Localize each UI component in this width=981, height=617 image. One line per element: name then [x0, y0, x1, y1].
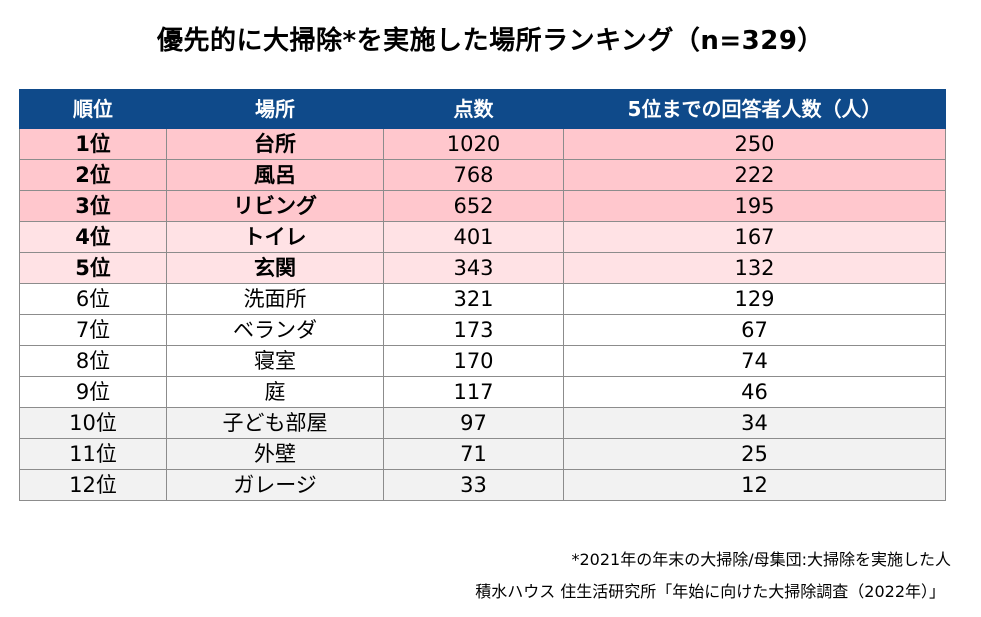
cell-rank: 3位	[19, 190, 167, 222]
cell-score: 652	[383, 190, 564, 222]
table-row: 11位 外壁 71 25	[19, 438, 946, 470]
cell-respondents: 132	[563, 252, 946, 284]
cell-score: 1020	[383, 128, 564, 160]
cell-score: 33	[383, 469, 564, 501]
cell-rank: 12位	[19, 469, 167, 501]
cell-respondents: 46	[563, 376, 946, 408]
table-header-row: 順位 場所 点数 5位までの回答者人数（人）	[19, 89, 946, 129]
cell-place: トイレ	[166, 221, 384, 253]
cell-score: 97	[383, 407, 564, 439]
table-row: 5位 玄関 343 132	[19, 252, 946, 284]
ranking-table: 順位 場所 点数 5位までの回答者人数（人） 1位 台所 1020 250 2位 風呂 76…	[19, 89, 946, 501]
table-row: 10位 子ども部屋 97 34	[19, 407, 946, 439]
cell-place: ガレージ	[166, 469, 384, 501]
cell-respondents: 67	[563, 314, 946, 346]
cell-place: 玄関	[166, 252, 384, 284]
cell-respondents: 12	[563, 469, 946, 501]
source-note: 積水ハウス 住生活研究所「年始に向けた大掃除調査（2022年）」	[475, 582, 945, 601]
cell-rank: 4位	[19, 221, 167, 253]
header-rank: 順位	[19, 89, 167, 129]
cell-place: 庭	[166, 376, 384, 408]
cell-rank: 6位	[19, 283, 167, 315]
cell-respondents: 167	[563, 221, 946, 253]
table-row: 3位 リビング 652 195	[19, 190, 946, 222]
cell-place: 寝室	[166, 345, 384, 377]
header-respondents: 5位までの回答者人数（人）	[563, 89, 946, 129]
table-row: 6位 洗面所 321 129	[19, 283, 946, 315]
table-row: 9位庭 117 46	[19, 376, 946, 408]
header-place: 場所	[166, 89, 384, 129]
cell-score: 170	[383, 345, 564, 377]
table-row: 12位 ガレージ 33 12	[19, 469, 946, 501]
page-title: 優先的に大掃除*を実施した場所ランキング（n=329）	[157, 26, 824, 56]
cell-score: 401	[383, 221, 564, 253]
cell-rank: 9位	[19, 376, 167, 408]
cell-score: 117	[383, 376, 564, 408]
cell-place: 台所	[166, 128, 384, 160]
cell-respondents: 250	[563, 128, 946, 160]
table-row: 7位 ベランダ 173 67	[19, 314, 946, 346]
cell-place: 子ども部屋	[166, 407, 384, 439]
cell-respondents: 34	[563, 407, 946, 439]
cell-rank: 10位	[19, 407, 167, 439]
cell-respondents: 222	[563, 159, 946, 191]
cell-rank: 7位	[19, 314, 167, 346]
table-row: 2位 風呂 768 222	[19, 159, 946, 191]
table-body: 1位 台所 1020 250 2位 風呂 768 222 3位 リビング 652 195 4位 トイレ 40…	[19, 128, 946, 501]
cell-place: ベランダ	[166, 314, 384, 346]
cell-place: 外壁	[166, 438, 384, 470]
cell-place: 洗面所	[166, 283, 384, 315]
cell-place: 風呂	[166, 159, 384, 191]
header-score: 点数	[383, 89, 564, 129]
footnote: *2021年の年末の大掃除/母集団:大掃除を実施した人	[571, 550, 951, 569]
cell-rank: 11位	[19, 438, 167, 470]
cell-respondents: 195	[563, 190, 946, 222]
table-row: 4位 トイレ 401 167	[19, 221, 946, 253]
cell-rank: 8位	[19, 345, 167, 377]
cell-respondents: 25	[563, 438, 946, 470]
cell-rank: 5位	[19, 252, 167, 284]
cell-rank: 2位	[19, 159, 167, 191]
cell-score: 343	[383, 252, 564, 284]
cell-score: 71	[383, 438, 564, 470]
table-row: 1位 台所 1020 250	[19, 128, 946, 160]
table-row: 8位 寝室 170 74	[19, 345, 946, 377]
cell-score: 173	[383, 314, 564, 346]
cell-place: リビング	[166, 190, 384, 222]
cell-respondents: 74	[563, 345, 946, 377]
cell-rank: 1位	[19, 128, 167, 160]
cell-respondents: 129	[563, 283, 946, 315]
cell-score: 321	[383, 283, 564, 315]
cell-score: 768	[383, 159, 564, 191]
